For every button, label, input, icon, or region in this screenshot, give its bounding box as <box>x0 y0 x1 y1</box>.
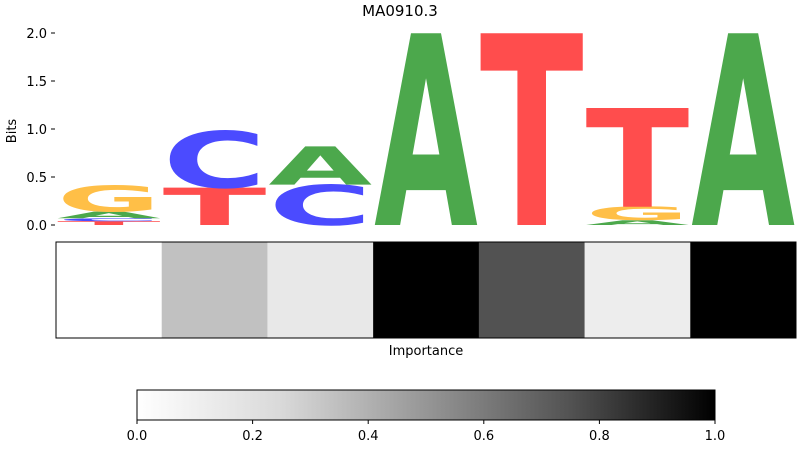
logo-letter-t: T <box>480 0 584 287</box>
colorbar-gradient <box>136 389 716 421</box>
logo-y-axis: 0.0 0.5 1.0 1.5 2.0 <box>26 27 55 234</box>
colorbar-tick-label: 1.0 <box>705 429 726 444</box>
logo-letter-t: T <box>57 220 161 226</box>
colorbar-ticks: 0.0 0.2 0.4 0.6 0.8 1.0 <box>127 420 726 444</box>
logo-letter-c: C <box>57 217 161 222</box>
logo-y-tick-label: 1.5 <box>26 75 47 90</box>
logo-y-tick-label: 0.0 <box>26 219 47 234</box>
importance-heatmap: Importance <box>55 241 797 359</box>
colorbar: 0.0 0.2 0.4 0.6 0.8 1.0 <box>127 389 726 444</box>
logo-letter-c: C <box>163 115 267 206</box>
colorbar-tick-label: 0.0 <box>127 429 148 444</box>
logo-letter-a: A <box>268 137 372 198</box>
heatmap-frame <box>55 241 797 339</box>
colorbar-tick-label: 0.4 <box>358 429 379 444</box>
logo-y-label: Bits <box>5 119 20 144</box>
heatmap-cell <box>267 242 374 338</box>
heatmap-cell <box>478 242 586 338</box>
colorbar-tick-label: 0.6 <box>473 429 494 444</box>
colorbar-tick-label: 0.8 <box>589 429 610 444</box>
logo-y-tick-label: 2.0 <box>26 27 47 42</box>
heatmap-x-label: Importance <box>389 344 464 359</box>
logo-letter-a: A <box>691 0 795 288</box>
heatmap-cell <box>373 242 480 338</box>
heatmap-cell <box>161 242 268 338</box>
logo-y-tick-label: 0.5 <box>26 171 47 186</box>
logo-letter-a: A <box>57 210 161 221</box>
logo-letter-g: G <box>57 179 161 220</box>
colorbar-tick-label: 0.2 <box>242 429 263 444</box>
logo-letter-g: G <box>586 203 690 224</box>
logo-y-tick-label: 1.0 <box>26 123 47 138</box>
logo-letter-a: A <box>374 0 478 288</box>
logo-letter-a: A <box>586 219 690 227</box>
heatmap-cell <box>690 242 797 338</box>
logo-letter-t: T <box>586 81 690 239</box>
logo-letter-c: C <box>268 174 372 238</box>
heatmap-cell <box>584 242 691 338</box>
chart-title: MA0910.3 <box>362 2 438 20</box>
logo-letter-t: T <box>163 178 267 238</box>
heatmap-cell <box>56 242 163 338</box>
heatmap-cells <box>56 242 797 338</box>
